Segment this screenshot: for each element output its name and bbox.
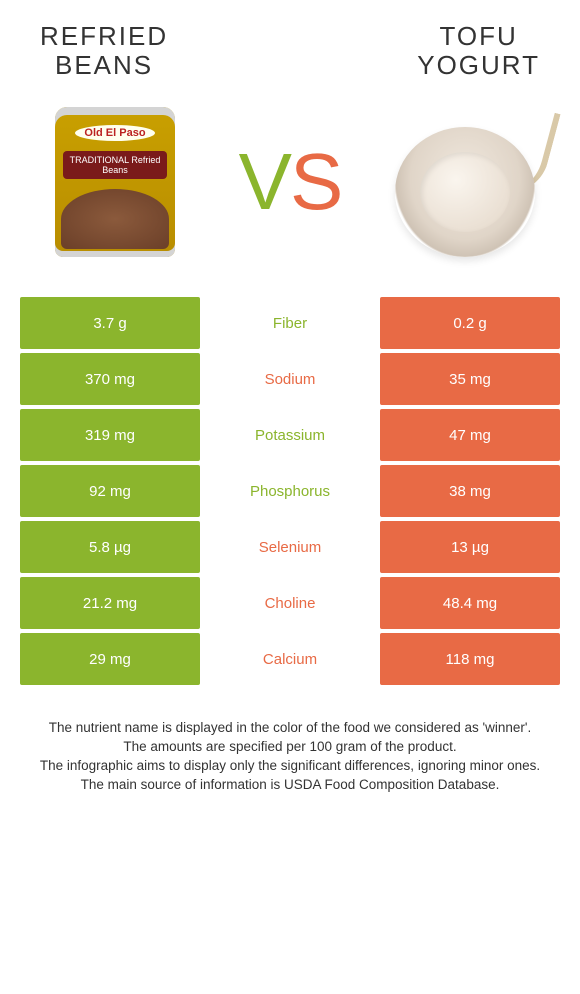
refried-beans-image [30,97,200,267]
footer-line-2: The amounts are specified per 100 gram o… [30,738,550,757]
nutrient-label: Sodium [200,353,380,405]
right-value: 47 mg [380,409,560,461]
tofu-yogurt-image [380,97,550,267]
table-row: 29 mgCalcium118 mg [20,633,560,685]
right-value: 0.2 g [380,297,560,349]
left-value: 5.8 µg [20,521,200,573]
right-value: 38 mg [380,465,560,517]
footer-line-3: The infographic aims to display only the… [30,757,550,776]
right-value: 118 mg [380,633,560,685]
table-row: 92 mgPhosphorus38 mg [20,465,560,517]
left-value: 3.7 g [20,297,200,349]
table-row: 3.7 gFiber0.2 g [20,297,560,349]
right-value: 48.4 mg [380,577,560,629]
vs-s: S [290,137,341,226]
images-row: VS [0,97,580,297]
header-row: REFRIED BEANS TOFU YOGURT [0,0,580,97]
left-value: 92 mg [20,465,200,517]
right-title: TOFU YOGURT [417,22,540,79]
vs-label: VS [239,136,342,228]
nutrient-label: Phosphorus [200,465,380,517]
footer-notes: The nutrient name is displayed in the co… [0,689,580,795]
left-title-line2: BEANS [55,50,153,80]
left-title-line1: REFRIED [40,21,168,51]
nutrient-label: Fiber [200,297,380,349]
footer-line-1: The nutrient name is displayed in the co… [30,719,550,738]
nutrient-label: Calcium [200,633,380,685]
footer-line-4: The main source of information is USDA F… [30,776,550,795]
table-row: 5.8 µgSelenium13 µg [20,521,560,573]
left-value: 370 mg [20,353,200,405]
right-title-line2: YOGURT [417,50,540,80]
right-value: 35 mg [380,353,560,405]
left-value: 21.2 mg [20,577,200,629]
right-title-line1: TOFU [439,21,517,51]
vs-v: V [239,137,290,226]
table-row: 370 mgSodium35 mg [20,353,560,405]
table-row: 21.2 mgCholine48.4 mg [20,577,560,629]
right-value: 13 µg [380,521,560,573]
nutrient-label: Choline [200,577,380,629]
left-value: 29 mg [20,633,200,685]
nutrient-label: Selenium [200,521,380,573]
left-title: REFRIED BEANS [40,22,168,79]
table-row: 319 mgPotassium47 mg [20,409,560,461]
nutrient-table: 3.7 gFiber0.2 g370 mgSodium35 mg319 mgPo… [20,297,560,685]
nutrient-label: Potassium [200,409,380,461]
left-value: 319 mg [20,409,200,461]
